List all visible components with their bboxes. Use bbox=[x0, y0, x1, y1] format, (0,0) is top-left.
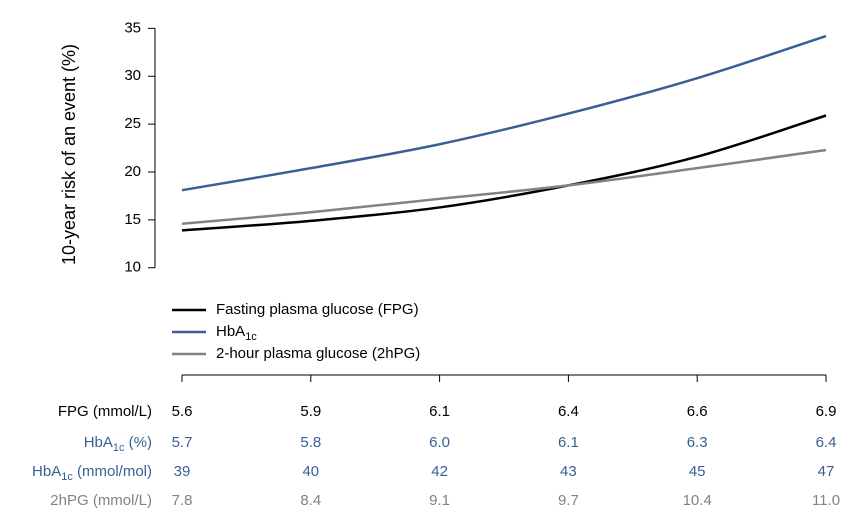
series-line bbox=[181, 34, 827, 192]
extra-tick-label: 40 bbox=[302, 463, 319, 480]
x-tick-label: 6.1 bbox=[429, 403, 450, 420]
legend-label: 2-hour plasma glucose (2hPG) bbox=[216, 345, 420, 362]
subscript: 1c bbox=[61, 471, 73, 483]
extra-tick-label: 42 bbox=[431, 463, 448, 480]
legend-label: Fasting plasma glucose (FPG) bbox=[216, 301, 419, 318]
y-tick-label: 30 bbox=[124, 67, 141, 84]
extra-tick-label: 6.1 bbox=[558, 434, 579, 451]
x-tick-label: 5.9 bbox=[300, 403, 321, 420]
extra-tick-label: 5.7 bbox=[172, 434, 193, 451]
extra-tick-label: 7.8 bbox=[172, 492, 193, 508]
x-tick-label: 5.6 bbox=[172, 403, 193, 420]
extra-tick-label: 6.0 bbox=[429, 434, 450, 451]
y-tick-label: 35 bbox=[124, 19, 141, 36]
text-part: HbA bbox=[216, 323, 245, 340]
extra-tick-label: 5.8 bbox=[300, 434, 321, 451]
series-line bbox=[181, 114, 827, 232]
series-line bbox=[181, 148, 827, 225]
x-tick-label: 6.6 bbox=[687, 403, 708, 420]
extra-tick-label: 45 bbox=[689, 463, 706, 480]
subscript: 1c bbox=[113, 442, 125, 454]
text-part: (%) bbox=[125, 434, 153, 451]
y-tick-label: 15 bbox=[124, 211, 141, 228]
extra-tick-label: 9.1 bbox=[429, 492, 450, 508]
extra-axis-label: HbA1c (%) bbox=[84, 434, 152, 454]
x-tick-label: 6.4 bbox=[558, 403, 579, 420]
extra-tick-label: 47 bbox=[818, 463, 835, 480]
extra-tick-label: 9.7 bbox=[558, 492, 579, 508]
y-tick-label: 20 bbox=[124, 163, 141, 180]
extra-tick-label: 43 bbox=[560, 463, 577, 480]
extra-tick-label: 6.3 bbox=[687, 434, 708, 451]
legend-label: HbA1c bbox=[216, 323, 257, 343]
y-axis-label: 10-year risk of an event (%) bbox=[59, 44, 79, 265]
extra-tick-label: 8.4 bbox=[300, 492, 321, 508]
extra-axis-label: 2hPG (mmol/L) bbox=[50, 492, 152, 508]
extra-tick-label: 10.4 bbox=[683, 492, 712, 508]
subscript: 1c bbox=[245, 331, 257, 343]
x-axis-label: FPG (mmol/L) bbox=[58, 403, 152, 420]
y-tick-label: 10 bbox=[124, 259, 141, 276]
text-part: HbA bbox=[32, 463, 61, 480]
y-tick-label: 25 bbox=[124, 115, 141, 132]
text-part: HbA bbox=[84, 434, 113, 451]
extra-tick-label: 39 bbox=[174, 463, 191, 480]
x-tick-label: 6.9 bbox=[816, 403, 837, 420]
extra-tick-label: 11.0 bbox=[812, 492, 840, 508]
extra-axis-label: HbA1c (mmol/mol) bbox=[32, 463, 152, 483]
extra-tick-label: 6.4 bbox=[816, 434, 837, 451]
text-part: (mmol/mol) bbox=[73, 463, 152, 480]
